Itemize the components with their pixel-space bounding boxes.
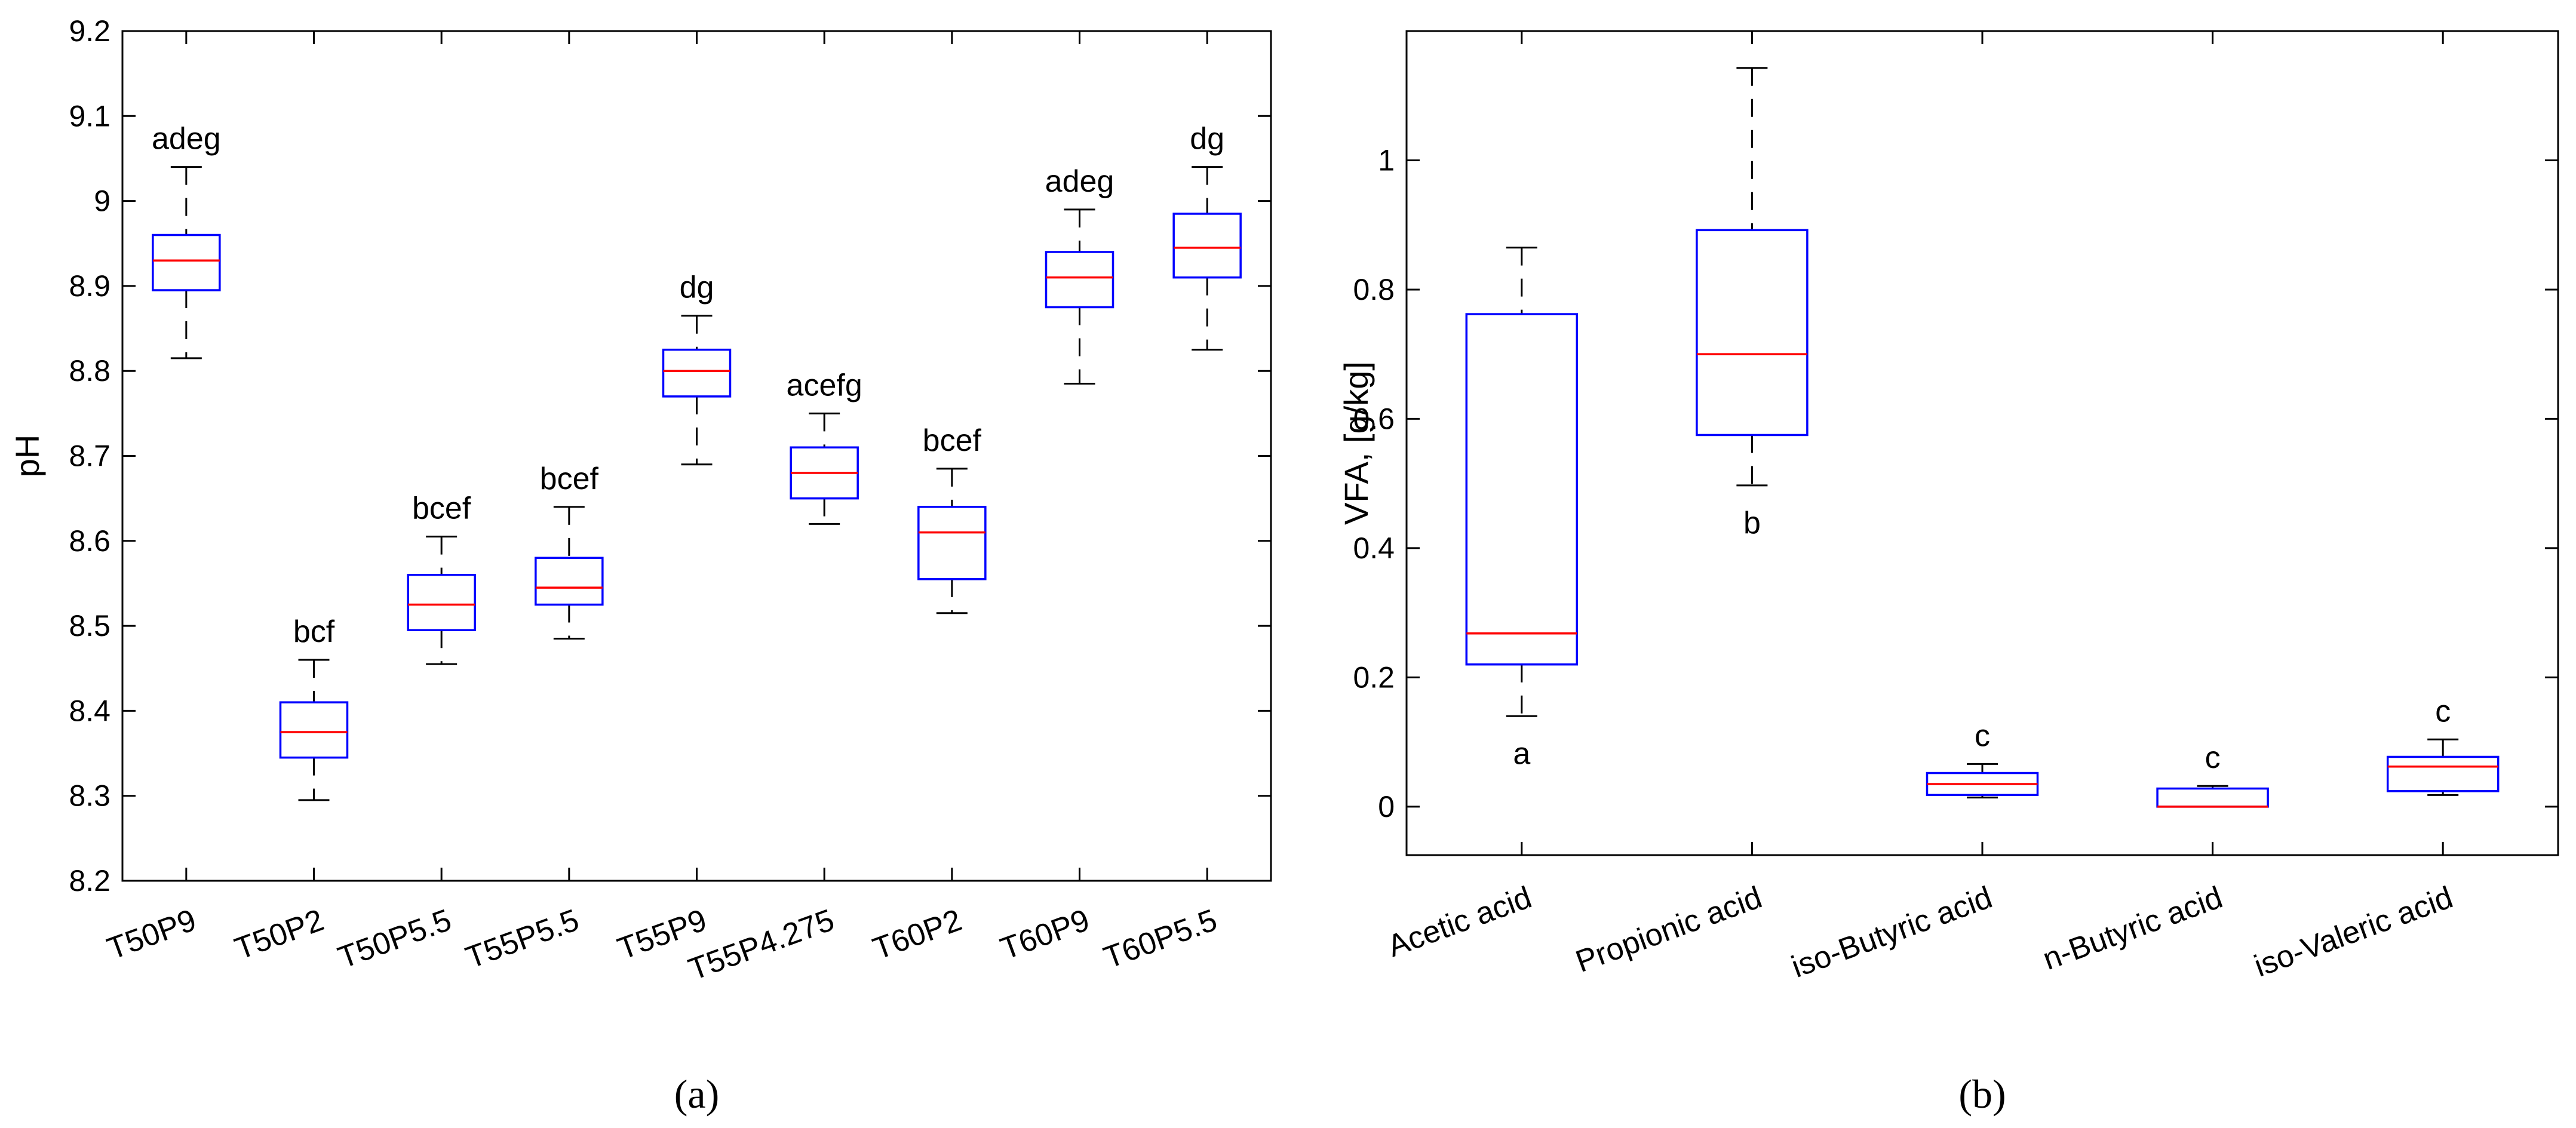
box-iqr: [2386, 755, 2500, 792]
y-tick-label: 0.2: [1353, 660, 1395, 694]
box-iqr: [1045, 251, 1114, 309]
y-tick-label: 8.4: [69, 694, 110, 727]
x-tick-label: T55P4.275: [684, 903, 839, 988]
y-tick-label: 8.3: [69, 779, 110, 813]
x-tick-label: T60P9: [996, 903, 1094, 967]
box-iqr: [1465, 313, 1579, 666]
y-tick-label: 8.5: [69, 609, 110, 643]
group-label: bcef: [540, 462, 599, 496]
box-iqr: [917, 506, 987, 580]
x-tick-label: T50P9: [103, 903, 201, 967]
x-tick-label: T50P5.5: [334, 903, 456, 976]
group-label: dg: [1190, 122, 1224, 156]
y-tick-label: 8.6: [69, 524, 110, 558]
x-tick-label: iso-Butyric acid: [1787, 880, 1997, 985]
y-tick-label: 0.6: [1353, 402, 1395, 435]
group-label: bcef: [923, 423, 982, 458]
x-tick-label: Acetic acid: [1383, 880, 1536, 964]
x-tick-label: n-Butyric acid: [2038, 880, 2227, 977]
group-label: c: [2435, 694, 2451, 729]
box-iqr: [407, 573, 476, 631]
x-tick-label: T55P5.5: [461, 903, 584, 976]
y-tick-label: 8.7: [69, 439, 110, 473]
x-tick-label: iso-Valeric acid: [2250, 880, 2458, 984]
y-tick-label: 0.8: [1353, 273, 1395, 306]
group-label: b: [1743, 506, 1761, 540]
x-tick-label: T60P2: [868, 903, 966, 967]
group-label: dg: [680, 271, 714, 305]
group-label: bcef: [412, 491, 471, 526]
y-axis-label: pH: [8, 435, 46, 478]
y-tick-label: 0: [1378, 790, 1395, 823]
x-tick-label: Propionic acid: [1571, 880, 1767, 979]
y-axis-label: VFA, [g/kg]: [1337, 361, 1375, 525]
y-tick-label: 0.4: [1353, 531, 1395, 565]
x-tick-label: T60P5.5: [1100, 903, 1222, 976]
group-label: adeg: [152, 122, 221, 156]
group-label: adeg: [1045, 164, 1114, 199]
x-tick-label: T50P2: [231, 903, 328, 967]
panel-b-boxplot: 0 0.2 0.4 0.6 0.8 1 VFA, [g/kg] a Acetic acid b Pr…: [1337, 30, 2559, 1117]
y-tick-label: 9: [94, 185, 110, 218]
y-tick-label: 9.1: [69, 99, 110, 133]
box-iqr: [662, 348, 732, 398]
panel-label: (b): [1958, 1071, 2006, 1117]
box-iqr: [152, 233, 221, 291]
box-iqr: [279, 701, 349, 759]
group-label: c: [1975, 718, 1990, 753]
panel-a-boxplot: 8.2 8.3 8.4 8.5 8.6 8.7 8.8 8.9 9 9.1 9.2 pH adeg T50…: [8, 14, 1272, 1117]
y-tick-label: 8.2: [69, 864, 110, 898]
box-iqr: [535, 557, 604, 606]
y-tick-label: 8.8: [69, 354, 110, 388]
group-label: bcf: [293, 614, 335, 649]
box-iqr: [1172, 213, 1242, 279]
panel-label: (a): [674, 1071, 719, 1117]
y-tick-label: 8.9: [69, 269, 110, 303]
y-tick-label: 1: [1378, 143, 1395, 177]
group-label: c: [2205, 740, 2221, 775]
axes-frame: [121, 30, 1272, 882]
group-label: acefg: [787, 368, 862, 402]
y-tick-label: 9.2: [69, 14, 110, 48]
group-label: a: [1513, 736, 1530, 771]
box-iqr: [2156, 787, 2269, 808]
box-iqr: [1696, 229, 1809, 437]
